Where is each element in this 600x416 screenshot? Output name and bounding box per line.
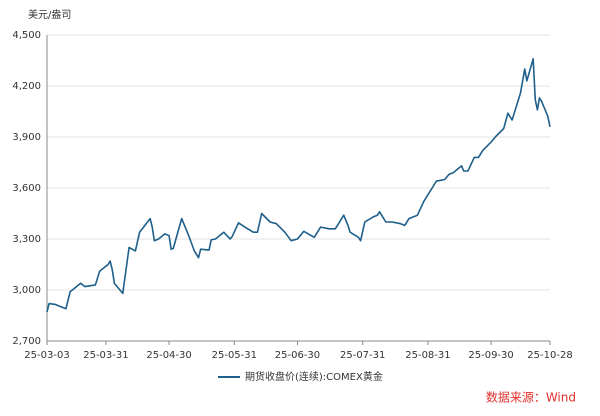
legend-label: 期货收盘价(连续):COMEX黄金 xyxy=(245,370,383,383)
x-tick-label: 25-07-31 xyxy=(340,350,385,361)
source-note: 数据来源：Wind xyxy=(486,390,576,405)
x-tick-label: 25-04-30 xyxy=(146,350,191,361)
y-tick-label: 3,300 xyxy=(12,234,41,245)
x-tick-label: 25-06-30 xyxy=(275,350,320,361)
y-tick-label: 4,200 xyxy=(12,81,41,92)
x-tick-label: 25-08-31 xyxy=(405,350,450,361)
data-line xyxy=(46,58,551,313)
x-tick-label: 25-05-31 xyxy=(212,350,257,361)
y-tick-label: 3,000 xyxy=(12,285,41,296)
y-tick-label: 3,600 xyxy=(12,183,41,194)
y-tick-label: 4,500 xyxy=(12,30,41,41)
y-axis-unit: 美元/盎司 xyxy=(28,8,71,21)
x-tick-label: 25-03-03 xyxy=(24,350,69,361)
x-tick-label: 25-09-30 xyxy=(468,350,513,361)
x-tick-label: 25-03-31 xyxy=(83,350,128,361)
y-tick-label: 2,700 xyxy=(12,336,41,347)
y-tick-label: 3,900 xyxy=(12,132,41,143)
x-tick-label: 25-10-28 xyxy=(527,350,572,361)
